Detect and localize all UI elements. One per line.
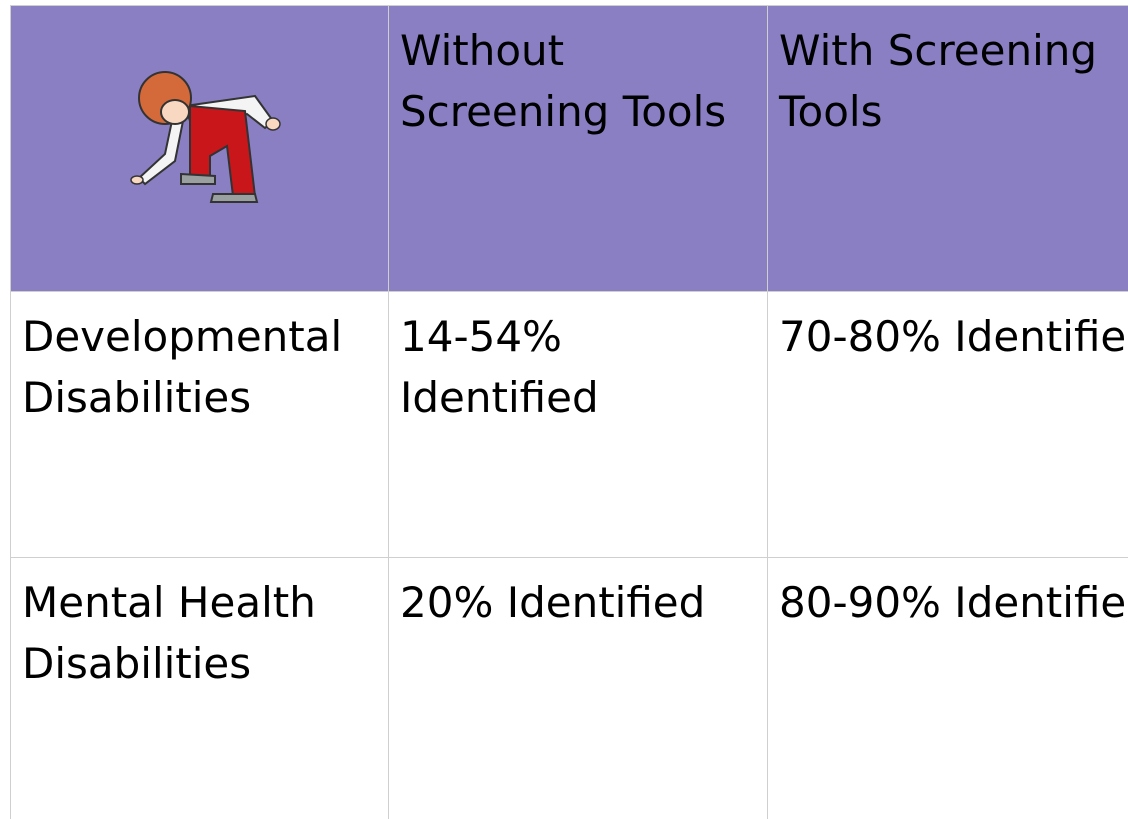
header-row: Without Screening Tools With Screening T… [10,5,1128,292]
header-cell: With Screening Tools [767,5,1128,292]
row-label: Mental Health Disabilities [10,557,389,819]
table-cell: 70-80% Identified [767,291,1128,558]
table-container: Without Screening Tools With Screening T… [10,5,1128,819]
table-cell: 14-54% Identified [388,291,768,558]
table-cell: 20% Identified [388,557,768,819]
table-row: Mental Health Disabilities 20% Identifie… [10,557,1128,819]
comparison-table: Without Screening Tools With Screening T… [10,5,1128,819]
table-row: Developmental Disabilities 14-54% Identi… [10,291,1128,558]
row-label: Developmental Disabilities [10,291,389,558]
child-clipart [129,70,281,203]
header-image-cell [10,5,389,292]
header-cell: Without Screening Tools [388,5,768,292]
table-cell: 80-90% Identified [767,557,1128,819]
